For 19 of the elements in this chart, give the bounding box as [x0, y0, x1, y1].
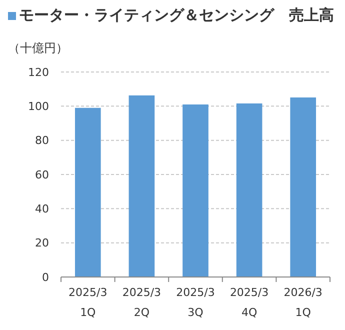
y-axis-title: （十億円） [8, 41, 68, 55]
x-tick-label: 2025/3 3Q [176, 286, 215, 319]
x-tick-label: 2026/3 1Q [284, 286, 322, 319]
y-tick-label: 120 [28, 66, 49, 79]
x-tick-label: 2025/3 4Q [230, 286, 269, 319]
bar [74, 108, 101, 277]
bar [236, 103, 262, 277]
y-tick-label: 0 [42, 270, 49, 284]
bar [290, 97, 316, 277]
y-tick-label: 60 [35, 168, 49, 182]
bar [128, 95, 155, 277]
y-tick-label: 80 [35, 134, 49, 148]
x-tick-label: 2025/3 1Q [68, 286, 108, 319]
y-tick-label: 40 [35, 202, 49, 216]
y-tick-label: 100 [28, 100, 49, 114]
y-tick-label: 20 [35, 236, 49, 250]
legend-label: モーター・ライティング＆センシング 売上高 [19, 6, 334, 24]
bar [182, 104, 208, 277]
x-tick-label: 2025/3 2Q [122, 286, 162, 319]
